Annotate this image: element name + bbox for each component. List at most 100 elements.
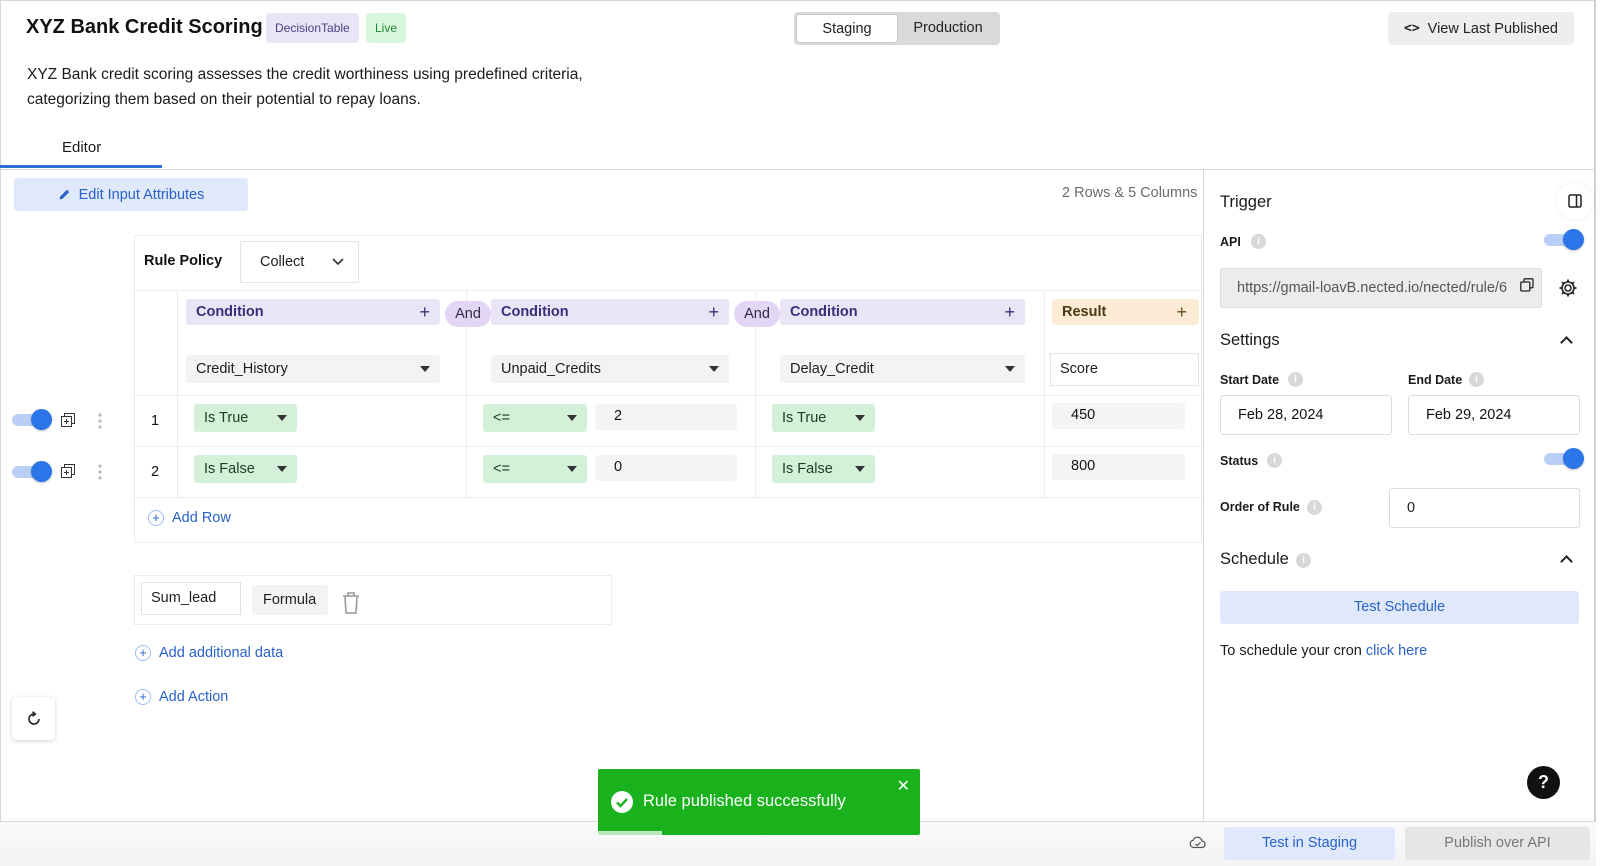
start-date-field[interactable]: Feb 28, 2024 [1220, 395, 1392, 435]
trash-icon[interactable] [341, 591, 361, 615]
pencil-icon [59, 189, 69, 200]
attribute-select[interactable]: Credit_History [186, 355, 440, 383]
cron-help-text: To schedule your cron click here [1220, 643, 1427, 659]
add-result-icon[interactable]: + [1176, 301, 1187, 322]
cron-link[interactable]: click here [1365, 643, 1428, 659]
add-row-button[interactable]: + Add Row [148, 510, 231, 526]
operator-select[interactable]: <= [483, 455, 587, 483]
and-connector[interactable]: And [445, 301, 491, 327]
refresh-button[interactable] [12, 697, 55, 740]
operator-select[interactable]: Is False [194, 455, 297, 483]
help-button[interactable]: ? [1527, 766, 1560, 799]
success-toast: Rule published successfully ✕ [598, 769, 920, 835]
divider [755, 290, 756, 497]
caret-down-icon [277, 466, 287, 472]
staging-tab[interactable]: Staging [796, 14, 898, 43]
operator-select[interactable]: <= [483, 404, 587, 432]
row-enable-toggle[interactable] [12, 461, 52, 482]
result-attribute-input[interactable]: Score [1050, 353, 1199, 386]
result-value-input[interactable]: 800 [1052, 454, 1185, 480]
duplicate-row-icon[interactable] [61, 413, 75, 427]
status-label: Status [1220, 454, 1259, 468]
row-number: 2 [151, 464, 160, 480]
gear-icon[interactable] [1558, 278, 1578, 298]
api-toggle[interactable] [1544, 229, 1584, 250]
add-condition-icon[interactable]: + [1004, 301, 1015, 322]
rule-policy-value: Collect [260, 254, 305, 270]
status-toggle[interactable] [1544, 448, 1584, 469]
live-status-badge: Live [366, 13, 407, 43]
caret-down-icon [567, 466, 577, 472]
condition-header-label: Condition [501, 304, 569, 320]
operator-select[interactable]: Is False [772, 455, 875, 483]
operator-value: Is False [204, 461, 255, 477]
divider [134, 395, 1202, 396]
view-last-published-button[interactable]: <> View Last Published [1388, 12, 1574, 45]
edit-input-attributes-button[interactable]: Edit Input Attributes [14, 178, 248, 211]
divider [177, 290, 178, 497]
cloud-icon [1189, 836, 1206, 849]
rule-policy-select[interactable]: Collect [240, 241, 359, 283]
add-condition-icon[interactable]: + [708, 301, 719, 322]
api-url-field[interactable]: https://gmail-loavB.nected.io/nected/rul… [1220, 268, 1542, 308]
start-date-label: Start Date [1220, 373, 1280, 387]
end-date-field[interactable]: Feb 29, 2024 [1408, 395, 1580, 435]
row-menu-icon[interactable] [98, 413, 102, 429]
result-column-header[interactable]: Result + [1052, 299, 1199, 325]
row-enable-toggle[interactable] [12, 409, 52, 430]
row-menu-icon[interactable] [98, 464, 102, 480]
condition-column-header[interactable]: Condition + [780, 299, 1025, 325]
info-icon: i [1296, 553, 1311, 568]
additional-data-name-input[interactable]: Sum_lead [141, 582, 241, 615]
description-line: categorizing them based on their potenti… [27, 90, 421, 108]
attribute-select[interactable]: Delay_Credit [780, 355, 1025, 383]
operator-select[interactable]: Is True [194, 404, 297, 432]
operator-select[interactable]: Is True [772, 404, 875, 432]
view-last-published-label: View Last Published [1427, 20, 1558, 37]
production-tab[interactable]: Production [913, 20, 983, 36]
operator-value: Is True [782, 410, 827, 426]
condition-column-header[interactable]: Condition + [491, 299, 729, 325]
add-condition-icon[interactable]: + [419, 301, 430, 322]
publish-over-api-button[interactable]: Publish over API [1405, 827, 1590, 860]
rule-description: XYZ Bank credit scoring assesses the cre… [27, 63, 627, 112]
additional-data-row [134, 575, 612, 625]
additional-data-type[interactable]: Formula [252, 585, 328, 615]
chevron-down-icon [332, 258, 344, 266]
duplicate-row-icon[interactable] [61, 464, 75, 478]
tab-editor[interactable]: Editor [62, 139, 102, 156]
add-additional-data-button[interactable]: + Add additional data [135, 645, 283, 661]
caret-down-icon [420, 366, 430, 372]
condition-value-input[interactable]: 2 [595, 404, 737, 430]
environment-toggle: Staging Production [794, 12, 1000, 45]
toast-progress-bar [598, 831, 662, 835]
sidebar-toggle-icon [1568, 194, 1582, 208]
condition-header-label: Condition [790, 304, 858, 320]
edit-input-attributes-label: Edit Input Attributes [78, 186, 205, 203]
active-tab-indicator [0, 165, 162, 168]
attribute-value: Delay_Credit [790, 361, 874, 377]
condition-value-input[interactable]: 0 [595, 455, 737, 481]
condition-column-header[interactable]: Condition + [186, 299, 440, 325]
order-of-rule-input[interactable]: 0 [1389, 488, 1580, 528]
result-value-input[interactable]: 450 [1052, 403, 1185, 429]
info-icon: i [1267, 453, 1282, 468]
attribute-select[interactable]: Unpaid_Credits [491, 355, 729, 383]
add-action-button[interactable]: + Add Action [135, 689, 228, 705]
test-in-staging-button[interactable]: Test in Staging [1224, 827, 1395, 860]
plus-icon: + [148, 510, 164, 526]
toast-message: Rule published successfully [643, 792, 846, 810]
test-schedule-button[interactable]: Test Schedule [1220, 591, 1579, 624]
add-row-label: Add Row [172, 510, 231, 526]
result-header-label: Result [1062, 304, 1107, 320]
order-of-rule-label: Order of Rule [1220, 500, 1300, 514]
and-connector[interactable]: And [734, 301, 780, 327]
add-action-label: Add Action [159, 689, 229, 705]
check-circle-icon [611, 791, 633, 813]
end-date-label: End Date [1408, 373, 1463, 387]
close-icon[interactable]: ✕ [896, 778, 910, 795]
copy-icon[interactable] [1520, 278, 1534, 292]
settings-title: Settings [1220, 331, 1280, 349]
divider [134, 446, 1202, 447]
collapse-panel-button[interactable] [1557, 183, 1593, 219]
